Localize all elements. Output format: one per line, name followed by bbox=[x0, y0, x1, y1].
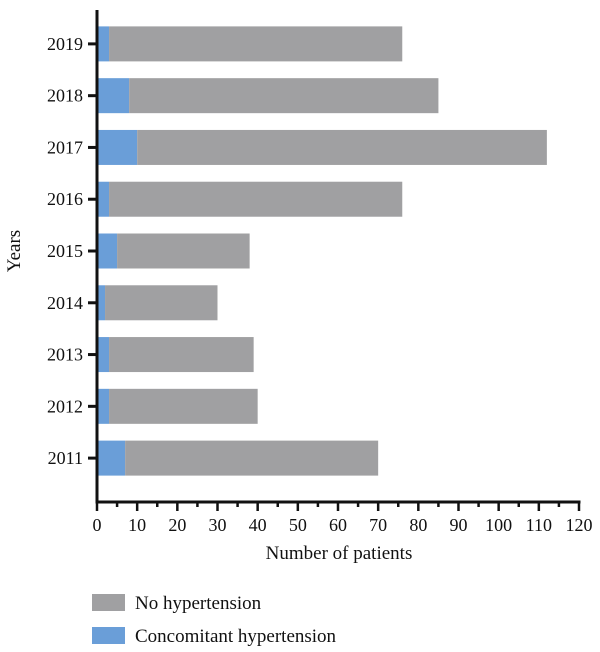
x-tick-label: 40 bbox=[249, 515, 267, 535]
bar-2012-no-hypertension bbox=[109, 388, 258, 424]
y-tick-label: 2015 bbox=[47, 241, 83, 261]
x-tick-label: 60 bbox=[329, 515, 347, 535]
y-tick-label: 2017 bbox=[47, 137, 83, 157]
x-tick-label: 20 bbox=[168, 515, 186, 535]
x-axis-ticks: 0 10 20 30 40 50 60 70 80 90 100 110 120 bbox=[93, 502, 593, 535]
x-tick-label: 90 bbox=[450, 515, 468, 535]
bar-2017-concomitant-hypertension bbox=[97, 129, 138, 165]
bar-2013-concomitant-hypertension bbox=[97, 337, 110, 373]
y-axis-title: Years bbox=[4, 230, 25, 272]
y-axis-ticks: 2019 2018 2017 2016 2015 2014 2013 2012 2011 bbox=[47, 34, 97, 468]
bar-2015-no-hypertension bbox=[117, 233, 250, 269]
bar-2018-no-hypertension bbox=[129, 78, 439, 114]
legend: No hypertension Concomitant hypertension bbox=[92, 593, 337, 647]
x-tick-label: 30 bbox=[209, 515, 227, 535]
y-tick-label: 2019 bbox=[47, 34, 83, 54]
bar-2016-concomitant-hypertension bbox=[97, 181, 110, 217]
y-tick-label: 2018 bbox=[47, 86, 83, 106]
bar-2015-concomitant-hypertension bbox=[97, 233, 118, 269]
x-tick-label: 100 bbox=[485, 515, 512, 535]
bar-2012-concomitant-hypertension bbox=[97, 388, 110, 424]
bar-2013-no-hypertension bbox=[109, 337, 254, 373]
bar-2014-concomitant-hypertension bbox=[97, 285, 106, 321]
x-tick-label: 80 bbox=[409, 515, 427, 535]
legend-label: Concomitant hypertension bbox=[135, 626, 337, 647]
y-tick-label: 2014 bbox=[47, 293, 83, 313]
bar-2018-concomitant-hypertension bbox=[97, 78, 130, 114]
x-tick-label: 110 bbox=[526, 515, 552, 535]
x-tick-label: 70 bbox=[369, 515, 387, 535]
y-tick-label: 2016 bbox=[47, 189, 83, 209]
y-tick-label: 2012 bbox=[47, 396, 83, 416]
x-tick-label: 120 bbox=[566, 515, 593, 535]
x-axis-title: Number of patients bbox=[266, 543, 413, 564]
bar-2017-no-hypertension bbox=[137, 129, 547, 165]
bar-2016-no-hypertension bbox=[109, 181, 403, 217]
bar-2019-concomitant-hypertension bbox=[97, 26, 110, 62]
legend-label: No hypertension bbox=[135, 593, 262, 614]
x-tick-label: 10 bbox=[128, 515, 146, 535]
bar-2019-no-hypertension bbox=[109, 26, 403, 62]
x-tick-label: 0 bbox=[93, 515, 102, 535]
y-tick-label: 2011 bbox=[48, 448, 83, 468]
bar-2011-no-hypertension bbox=[125, 440, 379, 476]
bars-layer bbox=[97, 26, 547, 476]
bar-2014-no-hypertension bbox=[105, 285, 218, 321]
y-tick-label: 2013 bbox=[47, 345, 83, 365]
x-tick-label: 50 bbox=[289, 515, 307, 535]
legend-swatch bbox=[92, 627, 125, 644]
bar-2011-concomitant-hypertension bbox=[97, 440, 126, 476]
legend-swatch bbox=[92, 594, 125, 611]
